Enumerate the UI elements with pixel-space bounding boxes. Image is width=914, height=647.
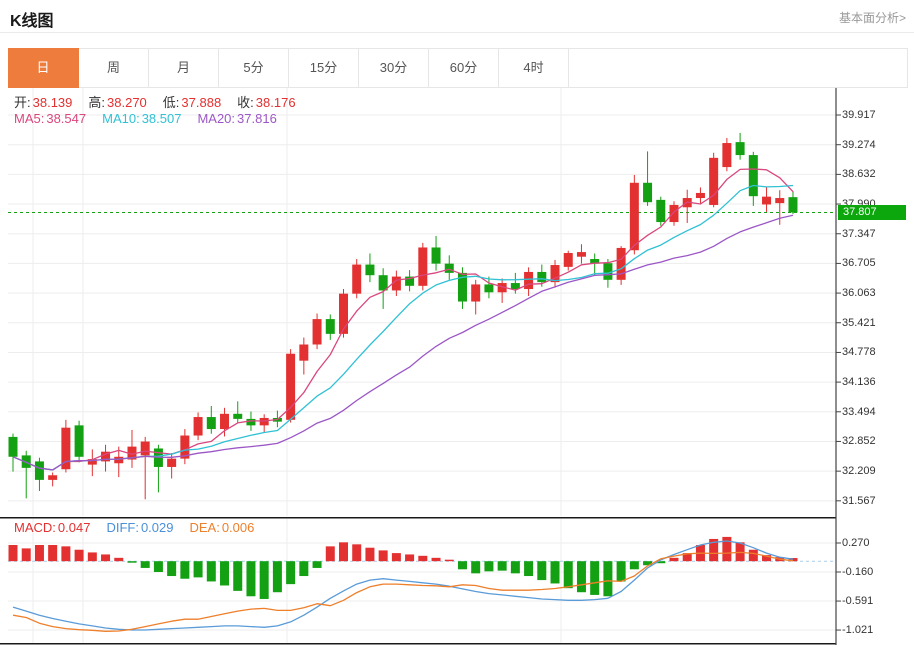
y-axis-label: 38.632 xyxy=(842,168,876,181)
timeframe-tab-bar: 日周月 5分 15分 30分 60分 4时 xyxy=(8,48,908,88)
y-axis-label: 33.494 xyxy=(842,405,876,418)
macd-axis-label: -0.591 xyxy=(842,595,874,608)
y-axis-label: 39.274 xyxy=(842,138,876,151)
tab-15分[interactable]: 15分 xyxy=(289,49,359,87)
y-axis-label: 36.063 xyxy=(842,287,876,300)
legend-item: 收: 38.176 xyxy=(237,95,296,110)
macd-chart-canvas[interactable] xyxy=(0,517,845,645)
ma-legend: MA5: 38.547 MA10: 38.507 MA20: 37.816 xyxy=(14,111,293,126)
y-axis-label: 39.917 xyxy=(842,109,876,121)
legend-item: MA5: 38.547 xyxy=(14,111,87,126)
tab-周[interactable]: 周 xyxy=(79,49,149,87)
tab-日[interactable]: 日 xyxy=(8,48,79,88)
legend-item: 开: 38.139 xyxy=(14,95,73,110)
y-axis-label: 34.136 xyxy=(842,376,876,389)
page-header: K线图 基本面分析> xyxy=(0,0,914,33)
y-axis-label: 35.421 xyxy=(842,316,876,329)
main-chart-canvas[interactable] xyxy=(0,88,845,517)
legend-item: MA20: 37.816 xyxy=(197,111,277,126)
macd-axis-label: -0.160 xyxy=(842,565,874,578)
y-axis-label: 34.778 xyxy=(842,346,876,359)
chart-area: 开: 38.139 高: 38.270 低: 37.888 收: 38.176 MA5: 38.… xyxy=(0,88,914,647)
y-axis-label: 31.567 xyxy=(842,494,876,507)
current-price-badge: 37.807 xyxy=(838,204,906,220)
legend-item: 低: 37.888 xyxy=(162,95,222,110)
tab-5分[interactable]: 5分 xyxy=(219,49,289,87)
macd-axis-label: 0.270 xyxy=(842,536,870,549)
tab-60分[interactable]: 60分 xyxy=(429,49,499,87)
macd-axis-label: -1.021 xyxy=(842,624,874,637)
legend-item: DEA: 0.006 xyxy=(189,520,255,535)
macd-legend: MACD: 0.047 DIFF: 0.029 DEA: 0.006 xyxy=(14,520,270,535)
y-axis-label: 36.705 xyxy=(842,257,876,270)
legend-item: MA10: 38.507 xyxy=(102,111,182,126)
tab-4时[interactable]: 4时 xyxy=(499,49,569,87)
fundamental-analysis-link[interactable]: 基本面分析> xyxy=(838,11,906,25)
legend-item: DIFF: 0.029 xyxy=(106,520,174,535)
tab-月[interactable]: 月 xyxy=(149,49,219,87)
legend-item: MACD: 0.047 xyxy=(14,520,91,535)
y-axis-label: 37.347 xyxy=(842,227,876,240)
y-axis-label: 32.852 xyxy=(842,435,876,448)
y-axis-label: 32.209 xyxy=(842,465,876,478)
legend-item: 高: 38.270 xyxy=(88,95,147,110)
ohlc-legend: 开: 38.139 高: 38.270 低: 37.888 收: 38.176 xyxy=(14,92,312,111)
page-title: K线图 xyxy=(10,13,54,30)
tab-30分[interactable]: 30分 xyxy=(359,49,429,87)
